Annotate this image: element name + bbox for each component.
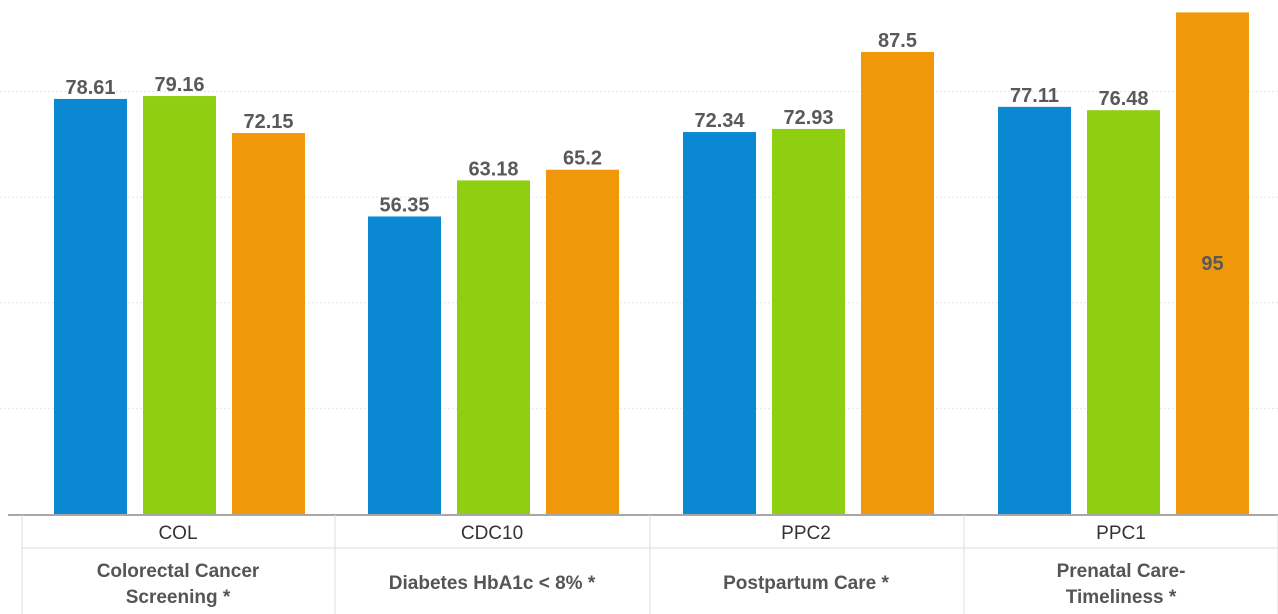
bar-cdc10-series-1 <box>368 216 441 515</box>
category-code: PPC1 <box>1096 523 1146 544</box>
bar-ppc2-series-3 <box>861 52 934 514</box>
data-label: 72.34 <box>694 110 745 132</box>
category-code: CDC10 <box>461 523 523 544</box>
category-code: PPC2 <box>781 523 831 544</box>
category-code: COL <box>158 523 197 544</box>
category-description: Diabetes HbA1c < 8% * <box>389 573 596 594</box>
data-label: 72.15 <box>243 111 293 133</box>
bar-ppc1-series-3 <box>1176 12 1249 515</box>
bar-ppc2-series-2 <box>772 128 845 514</box>
bar-ppc1-series-2 <box>1087 110 1160 514</box>
bar-cdc10-series-2 <box>457 180 530 514</box>
data-label: 78.61 <box>65 77 115 99</box>
category-description: Screening * <box>126 587 231 608</box>
category-labels: COL Colorectal Cancer Screening * CDC10 Diab… <box>97 523 1186 608</box>
data-label: 76.48 <box>1098 88 1148 110</box>
data-label: 72.93 <box>783 107 833 129</box>
bar-col-series-1 <box>54 98 127 514</box>
data-label: 63.18 <box>468 158 518 180</box>
category-description: Timeliness * <box>1066 587 1177 608</box>
category-description: Postpartum Care * <box>723 573 889 594</box>
category-description: Colorectal Cancer <box>97 561 260 582</box>
bars <box>54 12 1249 515</box>
bar-col-series-3 <box>232 133 305 514</box>
bar-col-series-2 <box>143 96 216 514</box>
data-label: 56.35 <box>379 194 429 216</box>
category-description: Prenatal Care- <box>1057 561 1186 582</box>
data-label: 77.11 <box>1010 85 1059 107</box>
bar-ppc1-series-1 <box>998 106 1071 515</box>
data-label: 79.16 <box>154 74 204 96</box>
value-labels: 78.61 56.35 72.34 77.11 79.16 63.18 72.93 76.48… <box>65 30 1223 275</box>
data-label: 95 <box>1201 253 1223 275</box>
category-table <box>8 514 1278 614</box>
bar-cdc10-series-3 <box>546 169 619 514</box>
bar-ppc2-series-1 <box>683 132 756 514</box>
data-label: 87.5 <box>878 30 917 52</box>
data-label: 65.2 <box>563 148 602 170</box>
